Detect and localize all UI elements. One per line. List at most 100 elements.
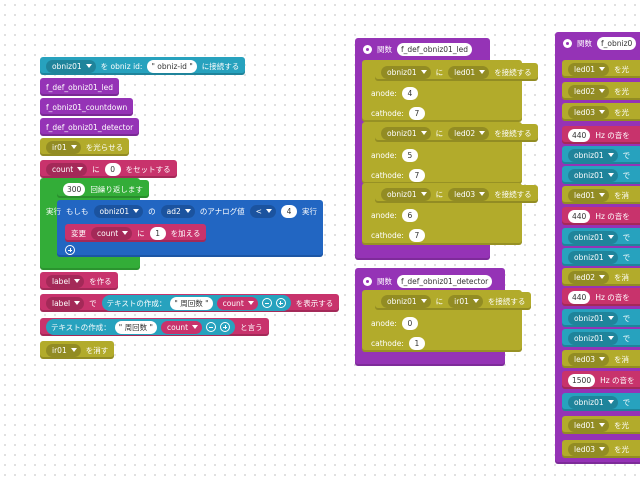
dropdown[interactable]: led02	[568, 270, 610, 284]
dropdown[interactable]: led03	[568, 105, 610, 119]
code-block[interactable]: count に 0 をセットする	[40, 160, 177, 178]
input-field[interactable]: " 周回数 "	[114, 320, 157, 334]
code-block[interactable]: ir01 を消す	[40, 341, 115, 359]
input-field[interactable]: 1500	[568, 373, 596, 387]
code-block[interactable]: led01 を光	[562, 416, 640, 434]
dropdown[interactable]: obniz01	[46, 59, 96, 73]
code-block[interactable]: 関数 f_def_obniz01_led	[357, 40, 478, 58]
code-block[interactable]: anode: 5	[365, 146, 424, 164]
dropdown[interactable]: led01	[448, 65, 490, 79]
input-field[interactable]: f_obniz0	[597, 36, 637, 50]
code-block[interactable]: cathode: 7	[365, 226, 431, 244]
input-field[interactable]: 4	[401, 86, 418, 100]
input-field[interactable]: 7	[408, 228, 425, 242]
dropdown[interactable]: ir01	[46, 343, 81, 357]
input-field[interactable]: 0	[401, 316, 418, 330]
code-block[interactable]: 440 Hz の音を	[562, 207, 640, 225]
input-field[interactable]: f_def_obniz01_detector	[397, 274, 493, 288]
code-block[interactable]: f_def_obniz01_detector	[40, 118, 140, 136]
input-field[interactable]: 7	[408, 106, 425, 120]
code-block[interactable]: 440 Hz の音を	[562, 126, 640, 144]
input-field[interactable]: " 周回数 "	[170, 296, 213, 310]
code-block[interactable]: obniz01 で	[562, 166, 640, 184]
variable-dropdown[interactable]: count	[160, 320, 203, 334]
dropdown[interactable]: label	[46, 274, 85, 288]
code-block[interactable]: ir01 を光らせる	[40, 138, 130, 156]
code-block[interactable]: obniz01 で	[562, 228, 640, 246]
code-block[interactable]: label を作る	[40, 272, 118, 290]
code-block[interactable]: cathode: 1	[365, 334, 431, 352]
dropdown[interactable]: obniz01	[568, 395, 618, 409]
code-block[interactable]: 関数 f_obniz0	[557, 34, 640, 52]
code-block[interactable]: led03 を光	[562, 440, 640, 458]
input-field[interactable]: " obniz-id "	[147, 59, 197, 73]
code-block[interactable]: obniz01 で	[562, 248, 640, 266]
dropdown[interactable]: obniz01	[381, 187, 431, 201]
code-block[interactable]: 関数 f_def_obniz01_detector	[357, 272, 498, 290]
dropdown[interactable]: ad2	[160, 204, 195, 218]
gear-icon[interactable]	[563, 38, 572, 48]
code-block[interactable]: cathode: 7	[365, 104, 431, 122]
code-block[interactable]: anode: 0	[365, 314, 424, 332]
input-field[interactable]: 1	[408, 336, 425, 350]
code-block[interactable]: led01 を消	[562, 186, 640, 204]
dropdown[interactable]: ir01	[448, 294, 483, 308]
code-block[interactable]: obniz01 に led03 を接続する	[375, 185, 538, 203]
input-field[interactable]: f_def_obniz01_led	[397, 42, 473, 56]
dropdown[interactable]: led02	[448, 126, 490, 140]
add-icon[interactable]	[220, 322, 231, 332]
text-join-reporter[interactable]: テキストの作成： " 周回数 " count	[46, 319, 236, 335]
code-block[interactable]: もしも obniz01 の ad2 のアナログ値 <4 実行	[60, 202, 323, 220]
dropdown[interactable]: obniz01	[381, 126, 431, 140]
remove-icon[interactable]	[206, 322, 217, 332]
add-branch-icon[interactable]	[65, 245, 75, 255]
gear-icon[interactable]	[363, 44, 372, 54]
code-block[interactable]: 変更 count に 1 を加える	[65, 224, 207, 242]
dropdown[interactable]: led01	[568, 188, 610, 202]
code-block[interactable]: led02 を消	[562, 268, 640, 286]
code-block[interactable]: obniz01 に led02 を接続する	[375, 124, 538, 142]
dropdown[interactable]: label	[46, 296, 85, 310]
variable-dropdown[interactable]: count	[216, 296, 258, 310]
input-field[interactable]: 300	[63, 182, 86, 196]
input-field[interactable]: 7	[408, 168, 425, 182]
dropdown[interactable]: obniz01	[568, 148, 618, 162]
dropdown[interactable]: led01	[568, 418, 610, 432]
code-block[interactable]: 1500 Hz の音を	[562, 371, 640, 389]
dropdown[interactable]: count	[46, 162, 88, 176]
dropdown[interactable]: led03	[448, 187, 490, 201]
code-block[interactable]: anode: 4	[365, 84, 424, 102]
code-block[interactable]: anode: 6	[365, 206, 424, 224]
code-block[interactable]: 440 Hz の音を	[562, 288, 640, 306]
input-field[interactable]: 4	[280, 204, 297, 218]
dropdown[interactable]: obniz01	[568, 250, 618, 264]
code-block[interactable]: led03 を光	[562, 103, 640, 121]
code-block[interactable]: obniz01 で	[562, 393, 640, 411]
dropdown[interactable]: led02	[568, 84, 610, 98]
code-block[interactable]: テキストの作成： " 周回数 " count と言う	[40, 318, 269, 336]
text-join-reporter[interactable]: テキストの作成： " 周回数 " count	[101, 295, 291, 311]
code-block[interactable]: obniz01 を obniz id: " obniz-id " に接続する	[40, 57, 246, 75]
dropdown[interactable]: obniz01	[93, 204, 144, 218]
code-block[interactable]: label でテキストの作成： " 周回数 " count を表示する	[40, 294, 340, 312]
dropdown[interactable]: <	[249, 204, 276, 218]
code-block[interactable]: 300 回繰り返します	[57, 180, 149, 198]
input-field[interactable]: 440	[568, 128, 591, 142]
code-block[interactable]: obniz01 に led01 を接続する	[375, 63, 538, 81]
input-field[interactable]: 6	[401, 208, 418, 222]
dropdown[interactable]: obniz01	[568, 230, 618, 244]
input-field[interactable]: 0	[104, 162, 121, 176]
code-block[interactable]: obniz01 で	[562, 309, 640, 327]
code-block[interactable]: led01 を光	[562, 60, 640, 78]
dropdown[interactable]: led03	[568, 442, 610, 456]
code-block[interactable]: 実行	[40, 202, 67, 220]
dropdown[interactable]: led01	[568, 62, 610, 76]
gear-icon[interactable]	[363, 276, 372, 286]
dropdown[interactable]: obniz01	[381, 65, 431, 79]
add-icon[interactable]	[275, 298, 286, 308]
dropdown[interactable]: obniz01	[381, 294, 431, 308]
code-block[interactable]: led03 を消	[562, 350, 640, 368]
code-block[interactable]: obniz01 で	[562, 146, 640, 164]
remove-icon[interactable]	[261, 298, 272, 308]
dropdown[interactable]: obniz01	[568, 311, 618, 325]
